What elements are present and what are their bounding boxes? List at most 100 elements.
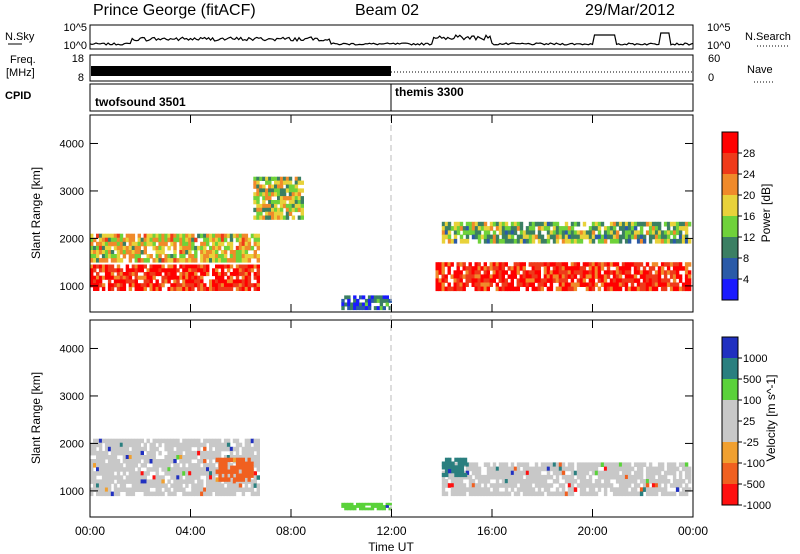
scatter-cell — [486, 238, 491, 244]
scatter-cell — [155, 438, 159, 444]
scatter-cell — [684, 466, 689, 472]
scatter-cell — [579, 470, 584, 476]
scatter-cell — [134, 455, 138, 460]
scatter-cell — [279, 200, 284, 205]
scatter-cell — [480, 274, 484, 279]
scatter-cell — [104, 272, 109, 277]
scatter-cell — [672, 230, 677, 236]
scatter-cell — [179, 487, 183, 492]
scatter-cell — [155, 286, 159, 291]
scatter-cell — [300, 211, 304, 216]
scatter-cell — [176, 268, 180, 273]
scatter-cell — [459, 234, 464, 240]
scatter-cell — [666, 221, 671, 227]
scatter-cell — [633, 262, 638, 267]
scatter-cell — [244, 469, 248, 474]
scatter-cell — [224, 473, 228, 478]
scatter-cell — [194, 487, 198, 492]
scatter-cell — [666, 226, 671, 231]
scatter-cell — [606, 462, 611, 467]
scatter-cell — [498, 230, 503, 236]
scatter-cell — [498, 262, 502, 267]
scatter-cell — [143, 463, 147, 468]
scatter-cell — [549, 282, 554, 287]
scatter-cell — [642, 278, 647, 283]
scatter-cell — [104, 450, 109, 456]
scatter-cell — [256, 245, 260, 251]
scatter-cell — [474, 274, 478, 279]
scatter-cell — [212, 241, 216, 247]
scatter-cell — [486, 462, 491, 467]
scatter-cell — [639, 466, 644, 472]
scatter-cell — [176, 258, 180, 263]
scatter-cell — [116, 487, 121, 492]
scatter-cell — [209, 233, 213, 239]
scatter-cell — [477, 282, 481, 287]
scatter-cell — [678, 286, 683, 292]
scatter-cell — [567, 491, 572, 497]
scatter-cell — [256, 207, 260, 213]
scatter-cell — [173, 264, 177, 269]
scatter-cell — [537, 286, 541, 292]
scatter-cell — [146, 272, 150, 277]
scatter-cell — [672, 221, 677, 227]
scatter-cell — [564, 270, 569, 275]
scatter-cell — [552, 230, 557, 236]
scatter-cell — [570, 462, 575, 467]
scatter-cell — [504, 230, 509, 236]
scatter-cell — [179, 250, 183, 255]
scatter-cell — [633, 234, 638, 240]
scatter-cell — [247, 268, 252, 273]
scatter-cell — [149, 483, 153, 488]
scatter-cell — [226, 275, 231, 280]
scatter-cell — [104, 463, 109, 468]
colorbar-swatch — [722, 132, 738, 154]
scatter-cell — [294, 184, 299, 189]
scatter-cell — [224, 477, 228, 482]
scatter-cell — [444, 472, 449, 478]
scatter-cell — [98, 245, 103, 251]
scatter-cell — [277, 207, 281, 213]
scatter-cell — [203, 491, 207, 497]
scatter-cell — [582, 487, 587, 492]
scatter-cell — [212, 258, 216, 263]
scatter-cell — [104, 455, 109, 460]
scatter-cell — [271, 188, 275, 193]
scatter-cell — [672, 286, 677, 292]
scatter-cell — [173, 268, 177, 273]
scatter-cell — [98, 463, 103, 468]
scatter-cell — [370, 505, 375, 508]
scatter-cell — [223, 237, 228, 243]
scatter-cell — [561, 266, 566, 271]
scatter-cell — [561, 226, 566, 231]
scatter-cell — [119, 286, 124, 291]
scatter-cell — [513, 262, 517, 267]
scatter-cell — [229, 455, 234, 460]
scatter-cell — [603, 270, 608, 275]
scatter-cell — [645, 270, 650, 275]
scatter-cell — [235, 268, 240, 273]
scatter-cell — [453, 230, 458, 236]
scatter-cell — [486, 282, 490, 287]
scatter-cell — [624, 262, 629, 267]
velocity-data — [90, 438, 692, 511]
scatter-cell — [229, 250, 234, 255]
scatter-cell — [215, 250, 219, 255]
scatter-cell — [143, 275, 147, 280]
scatter-cell — [152, 446, 156, 452]
scatter-cell — [188, 250, 192, 255]
scatter-cell — [555, 470, 560, 476]
scatter-cell — [474, 221, 479, 227]
scatter-cell — [131, 455, 136, 460]
scatter-cell — [624, 266, 629, 271]
scatter-cell — [552, 462, 557, 467]
scatter-cell — [247, 237, 252, 243]
scatter-cell — [471, 226, 476, 231]
scatter-cell — [206, 268, 210, 273]
scatter-cell — [657, 470, 662, 476]
scatter-cell — [451, 461, 455, 466]
scatter-cell — [654, 262, 659, 267]
scatter-cell — [540, 466, 545, 472]
scatter-cell — [376, 295, 381, 300]
scatter-cell — [344, 507, 348, 511]
